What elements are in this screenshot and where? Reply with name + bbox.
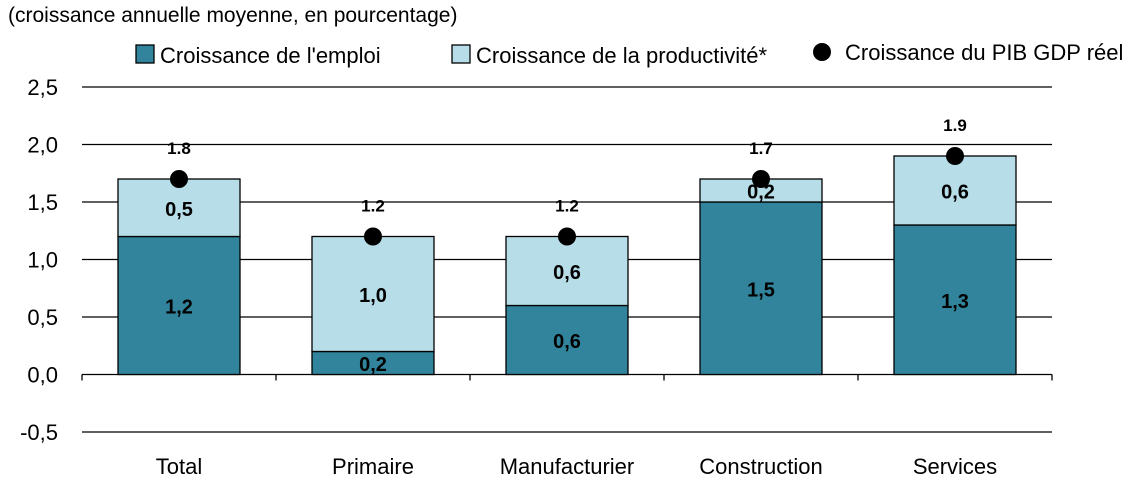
data-label-gdp: 1.2	[361, 197, 385, 216]
x-category-label: Services	[913, 454, 997, 479]
legend-label-gdp: Croissance du PIB GDP réel	[845, 40, 1123, 65]
data-label-productivity: 0,6	[553, 262, 581, 284]
data-label-employment: 1,5	[747, 279, 775, 301]
legend-marker-gdp	[813, 43, 831, 61]
y-tick-label: 2,0	[27, 133, 58, 158]
data-label-productivity: 0,5	[165, 199, 193, 221]
data-label-productivity: 1,0	[359, 285, 387, 307]
gdp-point	[752, 170, 770, 188]
data-label-employment: 1,2	[165, 297, 193, 319]
y-tick-label: 2,5	[27, 75, 58, 100]
legend-swatch-employment	[135, 44, 155, 64]
y-tick-label: -0,5	[20, 420, 58, 445]
data-label-employment: 1,3	[941, 291, 969, 313]
y-tick-label: 0,5	[27, 305, 58, 330]
gdp-point	[170, 170, 188, 188]
y-tick-label: 1,5	[27, 190, 58, 215]
legend-label-productivity: Croissance de la productivité*	[476, 43, 767, 68]
gdp-point	[364, 227, 382, 246]
legend-swatch-productivity	[451, 44, 471, 64]
data-label-productivity: 0,2	[747, 182, 775, 204]
x-category-label: Total	[156, 454, 202, 479]
data-label-gdp: 1.9	[943, 116, 967, 135]
data-label-gdp: 1.2	[555, 197, 579, 216]
chart-subtitle: (croissance annuelle moyenne, en pourcen…	[8, 4, 458, 27]
gdp-point	[946, 147, 964, 165]
x-category-label: Manufacturier	[500, 454, 635, 479]
gdp-point	[558, 227, 576, 246]
y-tick-label: 1,0	[27, 248, 58, 273]
x-category-label: Primaire	[332, 454, 414, 479]
data-label-gdp: 1.8	[167, 139, 191, 158]
bar-employment	[117, 235, 241, 376]
data-label-employment: 0,6	[553, 331, 581, 353]
legend-label-employment: Croissance de l'emploi	[160, 43, 381, 68]
bar-productivity	[311, 235, 435, 353]
data-label-gdp: 1.7	[749, 139, 773, 158]
y-tick-label: 0,0	[27, 363, 58, 388]
x-category-label: Construction	[699, 454, 823, 479]
bar-productivity	[893, 155, 1017, 226]
data-label-employment: 0,2	[359, 354, 387, 376]
data-label-productivity: 0,6	[941, 182, 969, 204]
bar-employment	[699, 201, 823, 376]
bar-employment	[893, 224, 1017, 376]
bar-employment	[505, 304, 629, 376]
